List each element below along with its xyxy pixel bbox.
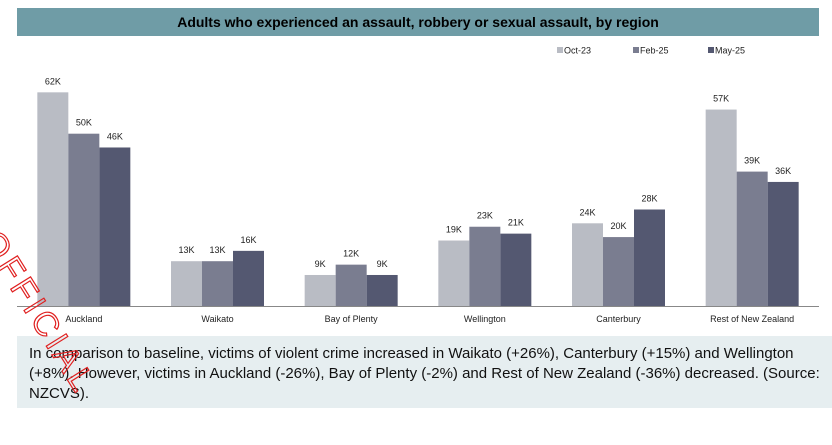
data-label: 16K [240,235,256,245]
chart-title-bar: Adults who experienced an assault, robbe… [17,8,819,36]
x-tick-label: Wellington [464,314,506,324]
bar-auckland-oct-23 [37,92,69,306]
bar-chart: Oct-23 Feb-25 May-25 62K 50K 46K 13K 13K 16K 9K 1… [17,46,819,324]
bar-waikato-oct-23 [171,261,202,306]
chart-x-axis: Auckland Waikato Bay of Plenty Wellington Ca… [17,306,819,324]
data-label: 23K [477,211,493,221]
data-label: 12K [343,249,359,259]
x-tick-label: Waikato [201,314,233,324]
data-label: 19K [446,225,462,235]
data-label: 20K [610,221,626,231]
legend-swatch [557,47,563,53]
chart-title: Adults who experienced an assault, robbe… [177,14,659,30]
legend-swatch [708,47,714,53]
commentary-box: In comparison to baseline, victims of vi… [17,336,832,408]
bar-auckland-feb-25 [68,133,100,306]
bar-waikato-feb-25 [202,261,233,306]
chart-bars [37,92,799,306]
bar-auckland-may-25 [99,147,131,306]
bar-wellington-feb-25 [469,226,501,306]
x-tick-label: Bay of Plenty [325,314,379,324]
data-label: 9K [377,259,388,269]
data-label: 57K [713,94,729,104]
bar-canterbury-may-25 [634,209,665,306]
legend-label: Oct-23 [564,46,591,56]
data-label: 13K [209,245,225,255]
x-tick-label: Rest of New Zealand [710,314,794,324]
bar-wellington-may-25 [500,233,532,306]
data-label: 28K [641,194,657,204]
data-label: 62K [45,76,61,86]
data-label: 46K [107,131,123,141]
data-label: 39K [744,156,760,166]
data-label: 9K [315,259,326,269]
data-label: 21K [508,218,524,228]
bar-rest-of-new-zealand-feb-25 [736,171,768,306]
bar-rest-of-new-zealand-may-25 [767,181,799,306]
bar-waikato-may-25 [233,250,264,306]
bar-bay-of-plenty-feb-25 [335,264,367,306]
legend-label: May-25 [715,46,745,56]
data-label: 13K [178,245,194,255]
chart-legend: Oct-23 Feb-25 May-25 [557,46,745,56]
x-tick-label: Canterbury [596,314,641,324]
x-tick-label: Auckland [65,314,102,324]
chart-data-labels: 62K 50K 46K 13K 13K 16K 9K 12K 9K 19K 23K 21K 24K 20K… [45,76,791,269]
bar-bay-of-plenty-oct-23 [304,274,336,306]
data-label: 50K [76,118,92,128]
bar-canterbury-oct-23 [572,223,603,306]
legend-swatch [633,47,639,53]
bar-bay-of-plenty-may-25 [366,274,398,306]
commentary-text: In comparison to baseline, victims of vi… [29,345,820,402]
data-label: 24K [579,207,595,217]
bar-canterbury-feb-25 [603,237,634,306]
bar-wellington-oct-23 [438,240,470,306]
data-label: 36K [775,166,791,176]
bar-rest-of-new-zealand-oct-23 [705,109,737,306]
legend-label: Feb-25 [640,46,669,56]
